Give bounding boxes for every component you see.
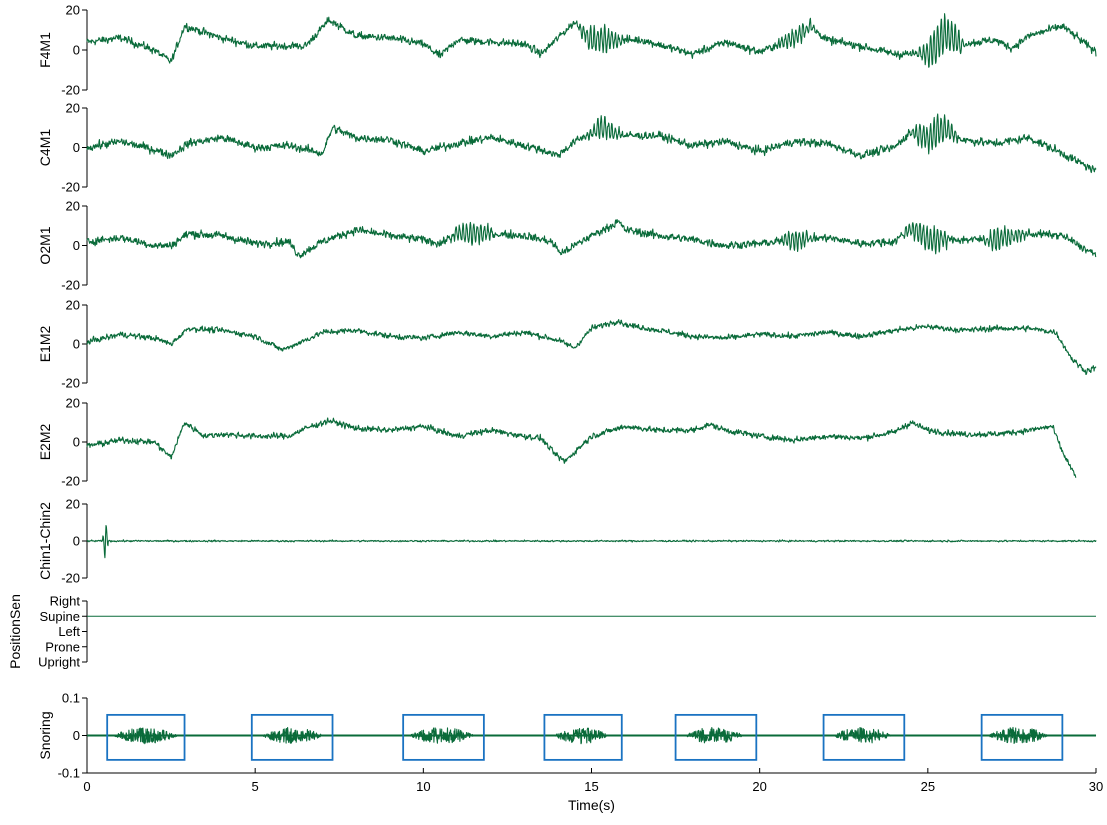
panel-e2m2: -20 0 20 E2M2: [37, 396, 1077, 489]
x-tick-label: 5: [252, 779, 259, 794]
y-tick-label: Prone: [45, 639, 80, 654]
y-axis-label-e2m2: E2M2: [37, 424, 53, 461]
y-tick-label: -20: [61, 180, 80, 195]
y-axis-label-chin1-chin2: Chin1-Chin2: [37, 502, 53, 580]
y-tick-label: -0.1: [58, 766, 80, 781]
y-tick-label: Right: [50, 594, 81, 609]
y-axis-label-snoring: Snoring: [37, 711, 53, 759]
panel-c4m1: -20 0 20 C4M1: [37, 101, 1097, 195]
y-axis-label-f4m1: F4M1: [37, 32, 53, 68]
panel-f4m1: -20 0 20 F4M1: [37, 3, 1097, 98]
y-tick-label: Supine: [40, 609, 80, 624]
signal-line-o2m1: [86, 219, 1097, 259]
signal-line-c4m1: [86, 113, 1097, 174]
y-tick-label: 0: [73, 337, 80, 352]
y-tick-label: 0.1: [62, 691, 80, 706]
y-tick-label: -20: [61, 376, 80, 391]
y-tick-label: Left: [58, 624, 80, 639]
y-tick-label: -20: [61, 571, 80, 586]
snore-event-box: [674, 713, 758, 761]
y-tick-label: 0: [73, 435, 80, 450]
y-tick-label: -20: [61, 278, 80, 293]
snore-event-box: [106, 713, 186, 761]
snore-event-box: [543, 713, 623, 761]
x-tick-label: 15: [584, 779, 598, 794]
y-tick-label: 20: [66, 101, 80, 116]
y-tick-label: 20: [66, 3, 80, 18]
snore-event-box: [250, 713, 334, 761]
y-tick-label: Upright: [38, 655, 80, 670]
chart-panels: -20 0 20 F4M1 -20 0 20 C4M1 -20 0 20 O2M1 -20 0 20 E1M2…: [7, 3, 1097, 781]
signal-line-chin1-chin2: [86, 524, 1097, 559]
y-tick-label: 0: [73, 728, 80, 743]
y-tick-label: 20: [66, 497, 80, 512]
y-tick-label: 0: [73, 43, 80, 58]
y-tick-label: 0: [73, 238, 80, 253]
y-axis-label-positionsen: PositionSen: [7, 594, 23, 669]
y-tick-label: 20: [66, 199, 80, 214]
snore-event-box: [402, 713, 485, 761]
signal-line-e2m2: [86, 417, 1077, 478]
x-tick-label: 0: [83, 779, 90, 794]
x-axis-label: Time(s): [568, 797, 615, 813]
panel-chin1-chin2: -20 0 20 Chin1-Chin2: [37, 497, 1097, 586]
y-tick-label: -20: [61, 474, 80, 489]
y-axis-label-o2m1: O2M1: [37, 226, 53, 264]
x-axis: 0 5 10 15 20 25 30: [83, 768, 1103, 794]
panel-e1m2: -20 0 20 E1M2: [37, 298, 1097, 391]
panel-snoring: -0.1 0 0.1 Snoring: [37, 691, 1097, 781]
y-axis-label-c4m1: C4M1: [37, 129, 53, 167]
signal-line-f4m1: [86, 13, 1097, 68]
x-tick-label: 20: [752, 779, 766, 794]
x-tick-label: 30: [1089, 779, 1103, 794]
signal-line-e1m2: [86, 319, 1097, 376]
y-tick-label: 20: [66, 298, 80, 313]
y-tick-label: 0: [73, 534, 80, 549]
snore-event-box: [980, 713, 1064, 761]
y-tick-label: 20: [66, 396, 80, 411]
panel-o2m1: -20 0 20 O2M1: [37, 199, 1097, 293]
x-tick-label: 10: [416, 779, 430, 794]
y-tick-label: -20: [61, 83, 80, 98]
y-tick-label: 0: [73, 140, 80, 155]
y-axis-label-e1m2: E1M2: [37, 326, 53, 363]
x-tick-label: 25: [921, 779, 935, 794]
snore-event-box: [822, 713, 906, 761]
